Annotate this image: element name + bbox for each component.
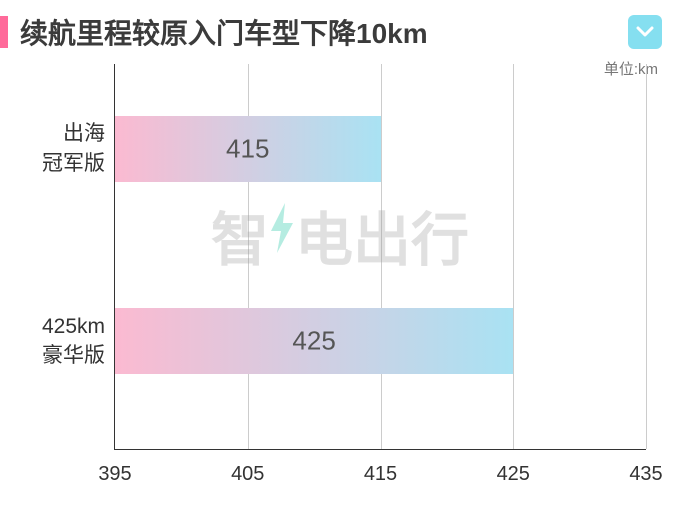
y-label-line: 冠军版 [42, 149, 105, 178]
bar-value-label: 415 [226, 133, 269, 164]
gridline [513, 64, 514, 449]
y-label-line: 出海 [63, 119, 105, 148]
chart-title: 续航里程较原入门车型下降10km [20, 12, 618, 52]
y-label-line: 豪华版 [42, 341, 105, 370]
bar-value-label: 425 [292, 326, 335, 357]
x-tick-label: 425 [497, 463, 530, 486]
bar: 415 [115, 116, 381, 182]
plot-area: 395405415425435415出海冠军版425425km豪华版 [114, 64, 646, 450]
x-tick-label: 405 [231, 463, 264, 486]
gridline [381, 64, 382, 449]
title-accent [0, 16, 8, 48]
x-tick-label: 395 [98, 463, 131, 486]
x-tick-label: 435 [629, 463, 662, 486]
y-category-label: 425km豪华版 [0, 308, 105, 374]
y-category-label: 出海冠军版 [0, 116, 105, 182]
bar: 425 [115, 308, 513, 374]
dropdown-badge[interactable] [628, 15, 662, 49]
gridline [646, 64, 647, 449]
title-row: 续航里程较原入门车型下降10km [0, 0, 680, 64]
chevron-down-icon [636, 26, 654, 38]
x-tick-label: 415 [364, 463, 397, 486]
chart: 395405415425435415出海冠军版425425km豪华版 [114, 64, 646, 450]
y-label-line: 425km [42, 312, 105, 341]
